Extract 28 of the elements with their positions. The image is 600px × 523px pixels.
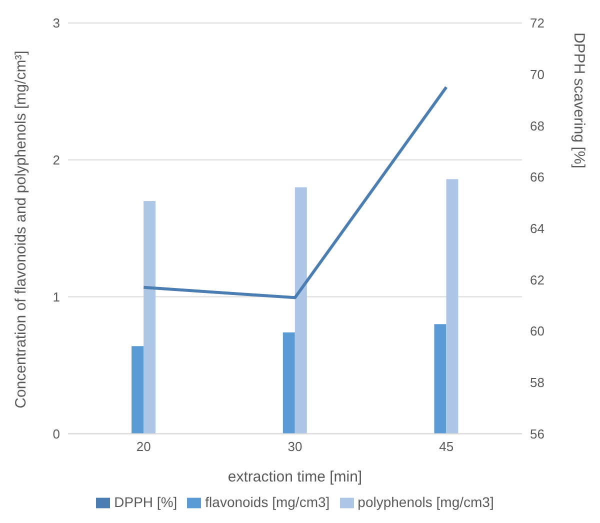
y2-tick-label: 60 <box>530 324 544 339</box>
bar <box>446 179 458 434</box>
y-tick-label: 2 <box>52 152 60 168</box>
bar <box>434 324 446 434</box>
bar <box>132 346 144 434</box>
y2-tick-label: 70 <box>530 66 544 82</box>
bar <box>294 187 307 434</box>
y2-axis-title: DPPH scavering [%] <box>570 32 588 168</box>
y2-tick-label: 72 <box>530 16 544 31</box>
x-tick-label: 45 <box>439 438 454 454</box>
legend-label: flavonoids [mg/cm3] <box>205 494 330 510</box>
y2-tick-label: 64 <box>530 220 544 236</box>
y2-tick-label: 62 <box>530 272 544 288</box>
y2-tick-label: 66 <box>530 170 544 185</box>
y-tick-label: 0 <box>52 426 60 442</box>
legend-label: DPPH [%] <box>114 494 178 510</box>
legend-label: polyphenols [mg/cm3] <box>358 494 494 510</box>
y2-tick-label: 68 <box>530 118 544 134</box>
y-tick-label: 1 <box>52 289 60 304</box>
y2-tick-label: 56 <box>530 426 544 442</box>
y-axis-title: Concentration of flavonoids and polyphenols [mg/cm³] <box>12 50 30 408</box>
x-tick-label: 20 <box>136 438 151 454</box>
x-tick-label: 30 <box>288 438 302 454</box>
x-axis-title: extraction time [min] <box>228 468 362 486</box>
y-tick-label: 3 <box>52 16 60 31</box>
bar <box>282 332 295 434</box>
bar <box>144 200 156 434</box>
y2-tick-label: 58 <box>530 374 544 390</box>
